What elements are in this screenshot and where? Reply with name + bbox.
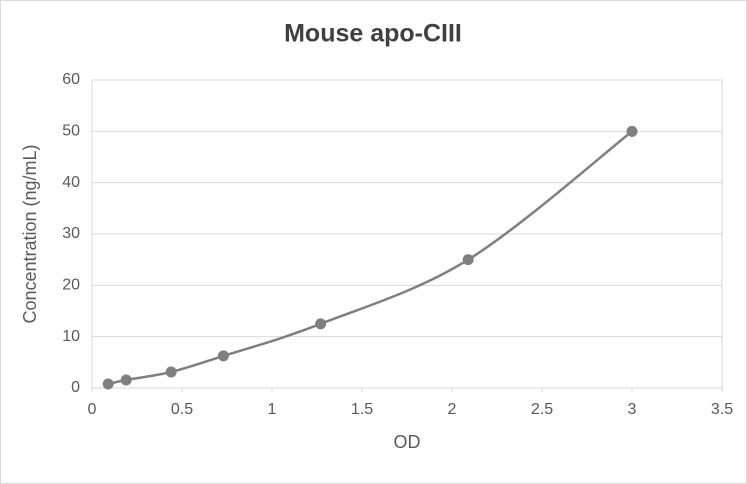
y-tick-label: 30 [62, 225, 80, 242]
data-point [102, 378, 114, 390]
series-line [107, 130, 633, 386]
data-point [165, 366, 177, 378]
x-tick-label: 3.5 [711, 401, 733, 418]
x-tick-label: 3 [628, 401, 637, 418]
x-tick-label: 0 [88, 401, 97, 418]
y-tick-label: 50 [62, 123, 80, 140]
x-tick-label: 2 [448, 401, 457, 418]
y-tick-label: 20 [62, 277, 80, 294]
plot-border [91, 79, 723, 389]
x-tick-label: 0.5 [171, 401, 193, 418]
data-point [315, 318, 327, 330]
x-tick-label: 1.5 [351, 401, 373, 418]
y-tick-label: 60 [62, 71, 80, 88]
y-axis-label: Concentration (ng/mL) [20, 144, 40, 323]
x-axis-label: OD [394, 432, 421, 452]
y-tick-label: 0 [71, 379, 80, 396]
data-point [462, 254, 474, 266]
data-point [120, 374, 132, 386]
x-tick-label: 2.5 [531, 401, 553, 418]
chart-title: Mouse apo-CIII [284, 20, 462, 48]
x-tick-label: 1 [268, 401, 277, 418]
y-tick-label: 40 [62, 174, 80, 191]
y-tick-label: 10 [62, 328, 80, 345]
data-point [626, 125, 638, 137]
data-point [217, 350, 229, 362]
